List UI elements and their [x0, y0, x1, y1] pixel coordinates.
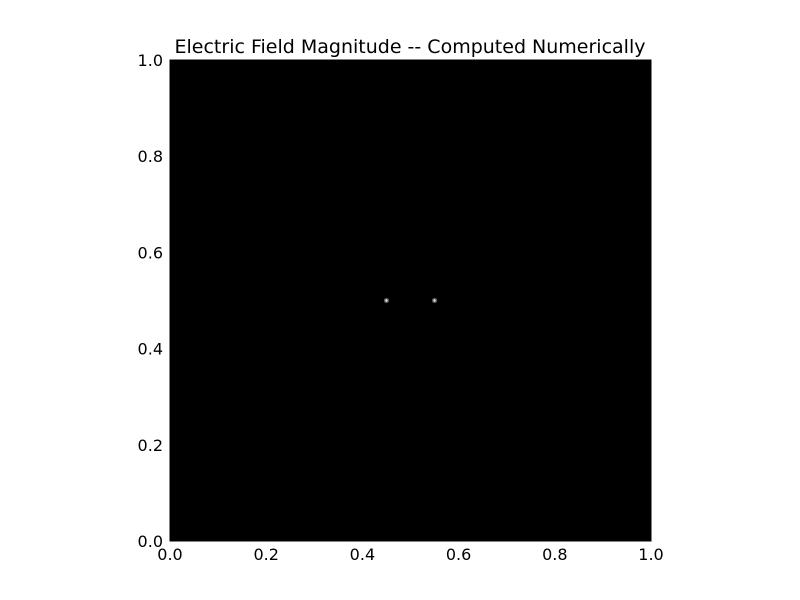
- x-axis: 0.0 0.2 0.4 0.6 0.8 1.0: [157, 60, 664, 564]
- plot-area: [169, 59, 652, 542]
- x-tick-label: 0.4: [350, 545, 375, 564]
- x-tick-label: 0.2: [253, 545, 278, 564]
- field-peaks: [383, 297, 438, 304]
- x-tick-label: 0.0: [157, 545, 182, 564]
- y-axis: 0.0 0.2 0.4 0.6 0.8 1.0: [138, 51, 651, 551]
- x-tick-label: 1.0: [638, 545, 663, 564]
- chart-title: Electric Field Magnitude -- Computed Num…: [175, 36, 646, 58]
- field-peak-2: [433, 299, 436, 302]
- y-tick-label: 0.2: [138, 436, 163, 455]
- y-tick-label: 0.8: [138, 147, 163, 166]
- y-tick-label: 0.4: [138, 340, 163, 359]
- y-tick-label: 0.0: [138, 532, 163, 551]
- axes-frame: [169, 59, 652, 542]
- y-tick-label: 1.0: [138, 51, 163, 70]
- x-tick-label: 0.8: [542, 545, 567, 564]
- heatmap-image: [170, 60, 651, 541]
- field-peak-1: [385, 299, 388, 302]
- y-tick-label: 0.6: [138, 243, 163, 262]
- x-tick-label: 0.6: [446, 545, 471, 564]
